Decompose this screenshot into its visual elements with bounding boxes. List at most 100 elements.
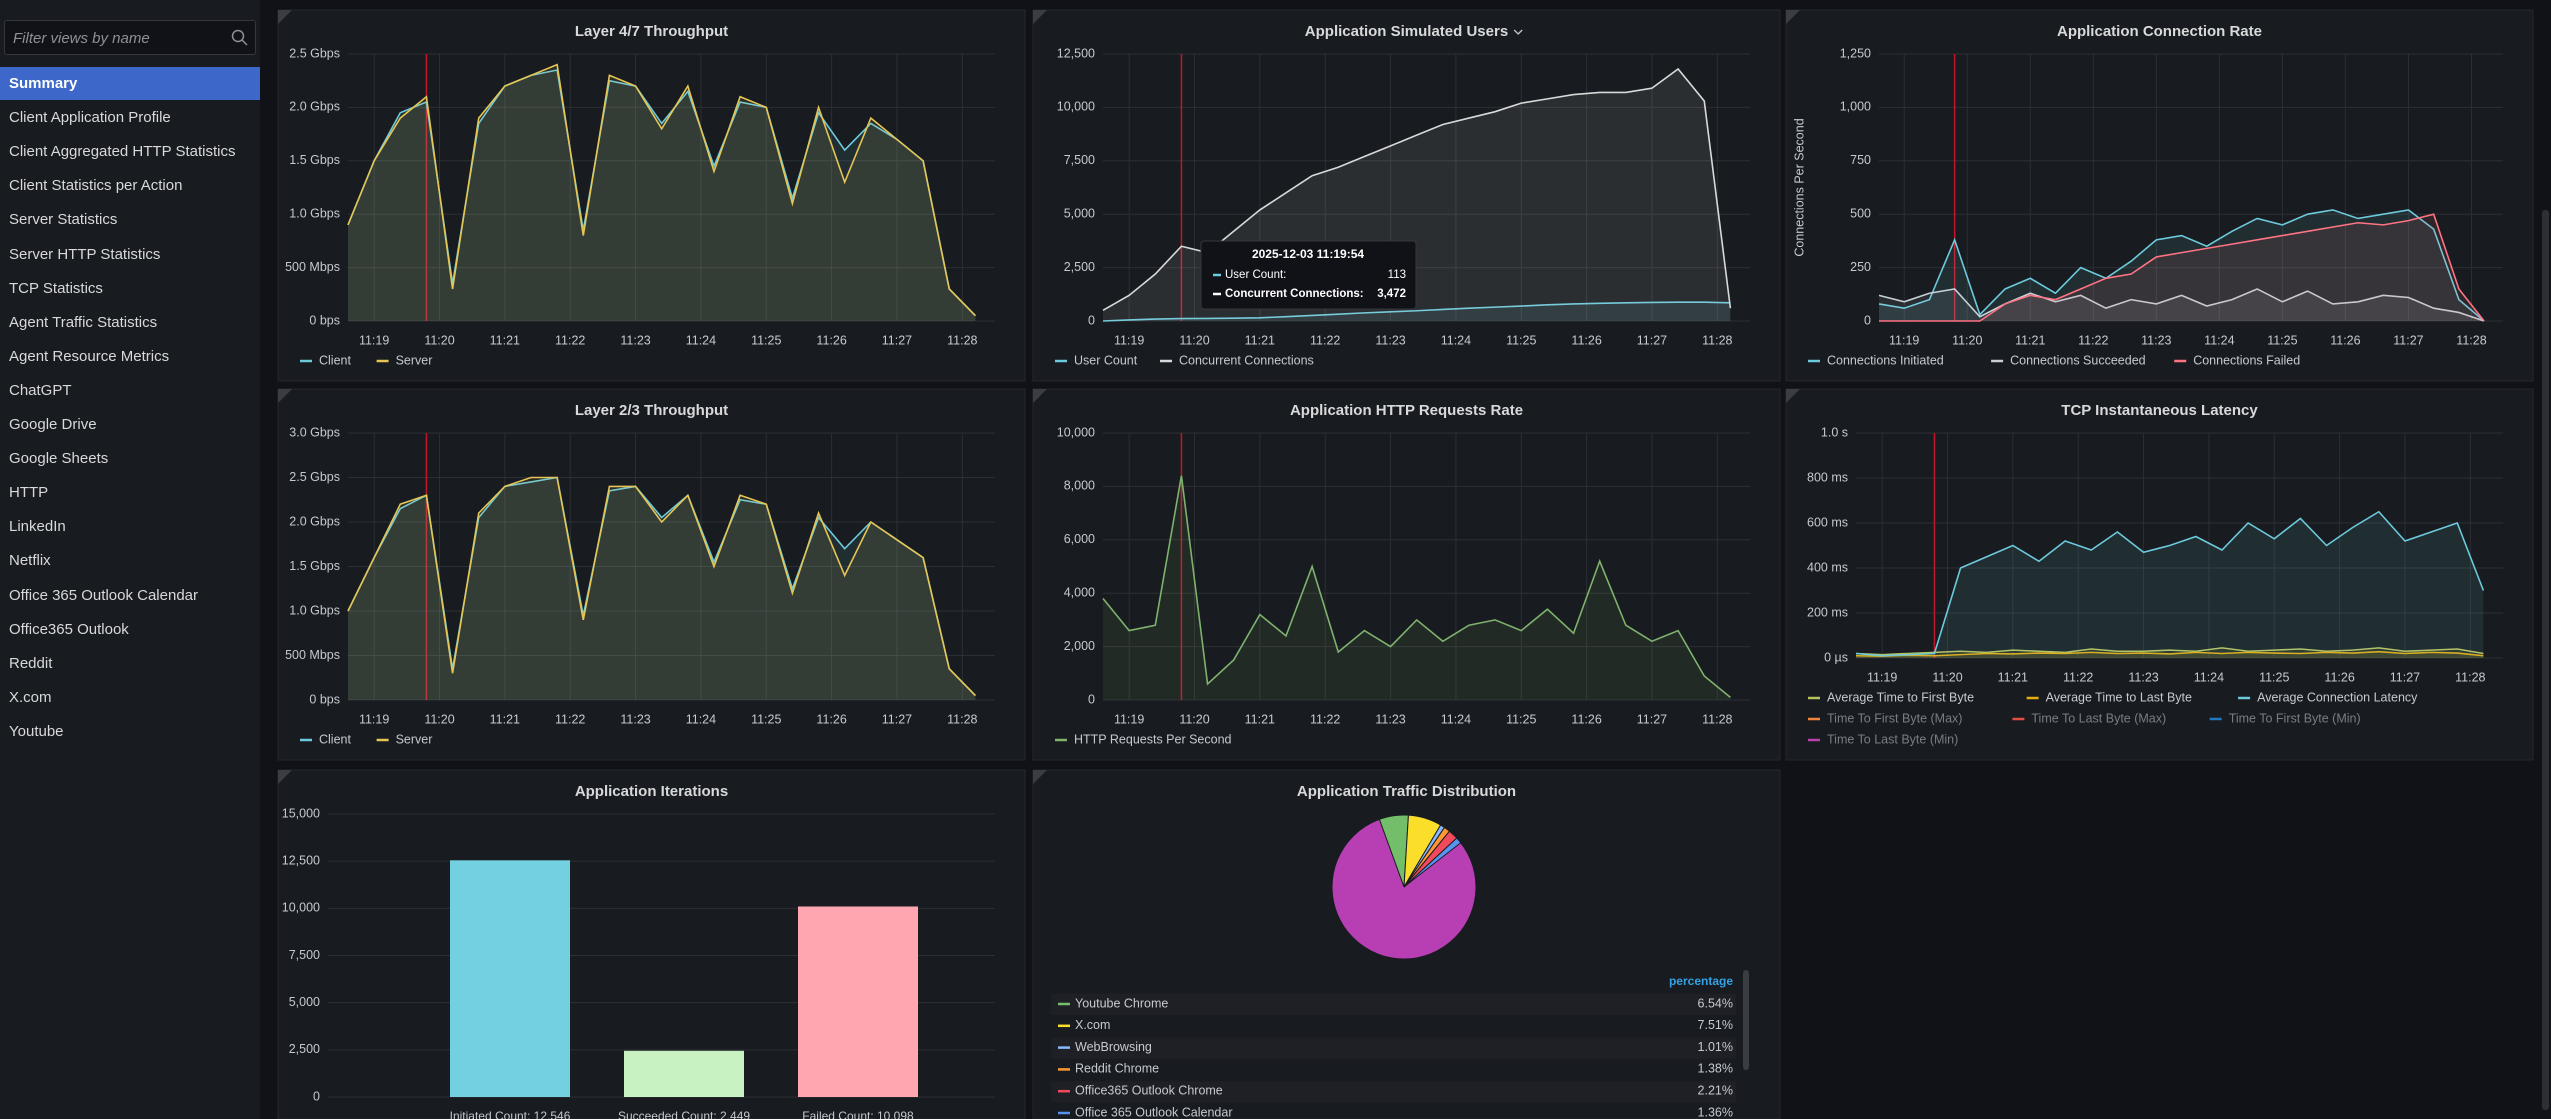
x-tick-label: 11:24 <box>2194 670 2224 684</box>
legend-label: Concurrent Connections <box>1179 353 1314 367</box>
x-tick-label: 11:26 <box>816 712 846 726</box>
nav-item[interactable]: Server HTTP Statistics <box>9 245 161 263</box>
legend-label: Client <box>319 732 351 746</box>
y-tick-label: 500 <box>1850 206 1871 220</box>
x-tick-label: 11:28 <box>2455 670 2485 684</box>
y-tick-label: 2.5 Gbps <box>289 470 340 484</box>
x-tick-label: 11:22 <box>2063 670 2093 684</box>
x-tick-label: 11:19 <box>1114 712 1144 726</box>
legend-row-bg <box>1051 1081 1736 1103</box>
series-line <box>1855 647 2484 656</box>
panel-title: Layer 4/7 Throughput <box>575 23 728 40</box>
x-tick-label: 11:24 <box>1441 712 1471 726</box>
y-tick-label: 0 <box>1864 313 1871 327</box>
series-line <box>1878 209 2485 322</box>
tooltip-value: 3,472 <box>1377 288 1406 300</box>
series-area <box>1856 651 2484 658</box>
nav-item[interactable]: TCP Statistics <box>9 279 103 297</box>
y-tick-label: 600 ms <box>1807 515 1848 529</box>
series-line <box>1102 301 1731 322</box>
series-area <box>1879 288 2485 321</box>
y-tick-label: 500 Mbps <box>285 648 340 662</box>
x-tick-label: 11:20 <box>1952 333 1982 347</box>
legend-value: 2.21% <box>1698 1083 1733 1097</box>
panel <box>277 9 1026 382</box>
nav-item[interactable]: Google Drive <box>9 416 97 433</box>
y-tick-label: 2.5 Gbps <box>289 46 340 60</box>
y-tick-label: 200 ms <box>1807 605 1848 619</box>
nav-item[interactable]: Client Statistics per Action <box>9 177 183 195</box>
legend-label: Office365 Outlook Chrome <box>1075 1083 1223 1097</box>
nav-item[interactable]: Client Application Profile <box>9 109 171 127</box>
x-tick-label: 11:27 <box>2390 670 2420 684</box>
series-line <box>1879 213 2485 322</box>
panel-title: Application Connection Rate <box>2057 23 2262 40</box>
y-tick-label: 7,500 <box>1064 153 1095 167</box>
x-tick-label: 11:25 <box>1506 712 1536 726</box>
y-tick-label: 250 <box>1850 260 1871 274</box>
series-area <box>1856 511 2484 658</box>
nav-item[interactable]: Office 365 Outlook Calendar <box>9 586 199 604</box>
x-tick-label: Failed Count: 10,098 <box>802 1109 914 1119</box>
panel-title: Application Simulated Users <box>1305 23 1508 40</box>
nav-item[interactable]: Agent Traffic Statistics <box>9 313 158 331</box>
nav-item[interactable]: Client Aggregated HTTP Statistics <box>9 143 236 161</box>
series-line <box>1855 510 2485 657</box>
nav-item[interactable]: Agent Resource Metrics <box>9 347 170 365</box>
legend-label: Average Time to First Byte <box>1827 690 1974 704</box>
legend-label: Time To Last Byte (Max) <box>2031 711 2166 725</box>
panel-info-icon <box>1033 389 1047 403</box>
y-axis-label: Connections Per Second <box>1792 118 1806 256</box>
y-tick-label: 400 ms <box>1807 560 1848 574</box>
panel <box>1785 9 2534 382</box>
panel-title: Application HTTP Requests Rate <box>1290 402 1523 419</box>
nav-item[interactable]: Office365 Outlook <box>9 620 129 638</box>
nav-item[interactable]: LinkedIn <box>9 518 66 536</box>
series-line <box>347 476 976 697</box>
y-tick-label: 1.0 Gbps <box>289 603 340 617</box>
x-tick-label: 11:21 <box>490 712 520 726</box>
nav-item[interactable]: Reddit <box>9 654 53 672</box>
y-tick-label: 12,500 <box>1057 46 1095 60</box>
filter-input[interactable]: Filter views by name <box>4 20 256 55</box>
y-tick-label: 10,000 <box>1057 100 1095 114</box>
x-tick-label: 11:23 <box>2128 670 2158 684</box>
nav-item[interactable]: Google Sheets <box>9 450 109 468</box>
x-tick-label: 11:20 <box>424 333 454 347</box>
nav-item[interactable]: ChatGPT <box>9 381 72 399</box>
series-line <box>1878 288 2485 322</box>
series-area <box>1879 214 2485 321</box>
title-chevron <box>1513 29 1523 35</box>
y-tick-label: 800 ms <box>1807 470 1848 484</box>
x-tick-label: 11:26 <box>816 333 846 347</box>
legend-value: 1.38% <box>1698 1062 1733 1076</box>
x-tick-label: 11:19 <box>1867 670 1897 684</box>
series-area <box>1103 302 1731 321</box>
x-tick-label: 11:21 <box>1998 670 2028 684</box>
nav-item[interactable]: HTTP <box>9 484 49 502</box>
y-tick-label: 0 bps <box>309 692 340 706</box>
y-tick-label: 2.0 Gbps <box>289 514 340 528</box>
x-tick-label: 11:24 <box>686 712 716 726</box>
y-tick-label: 1.0 s <box>1821 425 1848 439</box>
x-tick-label: 11:21 <box>1245 712 1275 726</box>
series-area <box>348 477 976 700</box>
panel-info-icon <box>278 10 292 24</box>
x-tick-label: 11:24 <box>1441 333 1471 347</box>
legend-label: Reddit Chrome <box>1075 1062 1159 1076</box>
panel-info-icon <box>1033 10 1047 24</box>
y-tick-label: 12,500 <box>282 853 320 867</box>
nav-item[interactable]: Summary <box>0 67 260 100</box>
nav-item[interactable]: Server Statistics <box>9 211 118 229</box>
panel <box>1032 388 1781 761</box>
x-tick-label: 11:26 <box>1571 333 1601 347</box>
nav-item[interactable]: Netflix <box>9 552 51 570</box>
legend-value: 7.51% <box>1698 1018 1733 1032</box>
nav-item[interactable]: Youtube <box>9 722 64 740</box>
y-tick-label: 10,000 <box>1057 425 1095 439</box>
legend-label: Time To First Byte (Min) <box>2229 711 2361 725</box>
x-tick-label: 11:25 <box>1506 333 1536 347</box>
panel-title: Application Traffic Distribution <box>1297 783 1516 800</box>
nav-item[interactable]: X.com <box>9 688 52 706</box>
y-tick-label: 0 µs <box>1824 650 1848 664</box>
